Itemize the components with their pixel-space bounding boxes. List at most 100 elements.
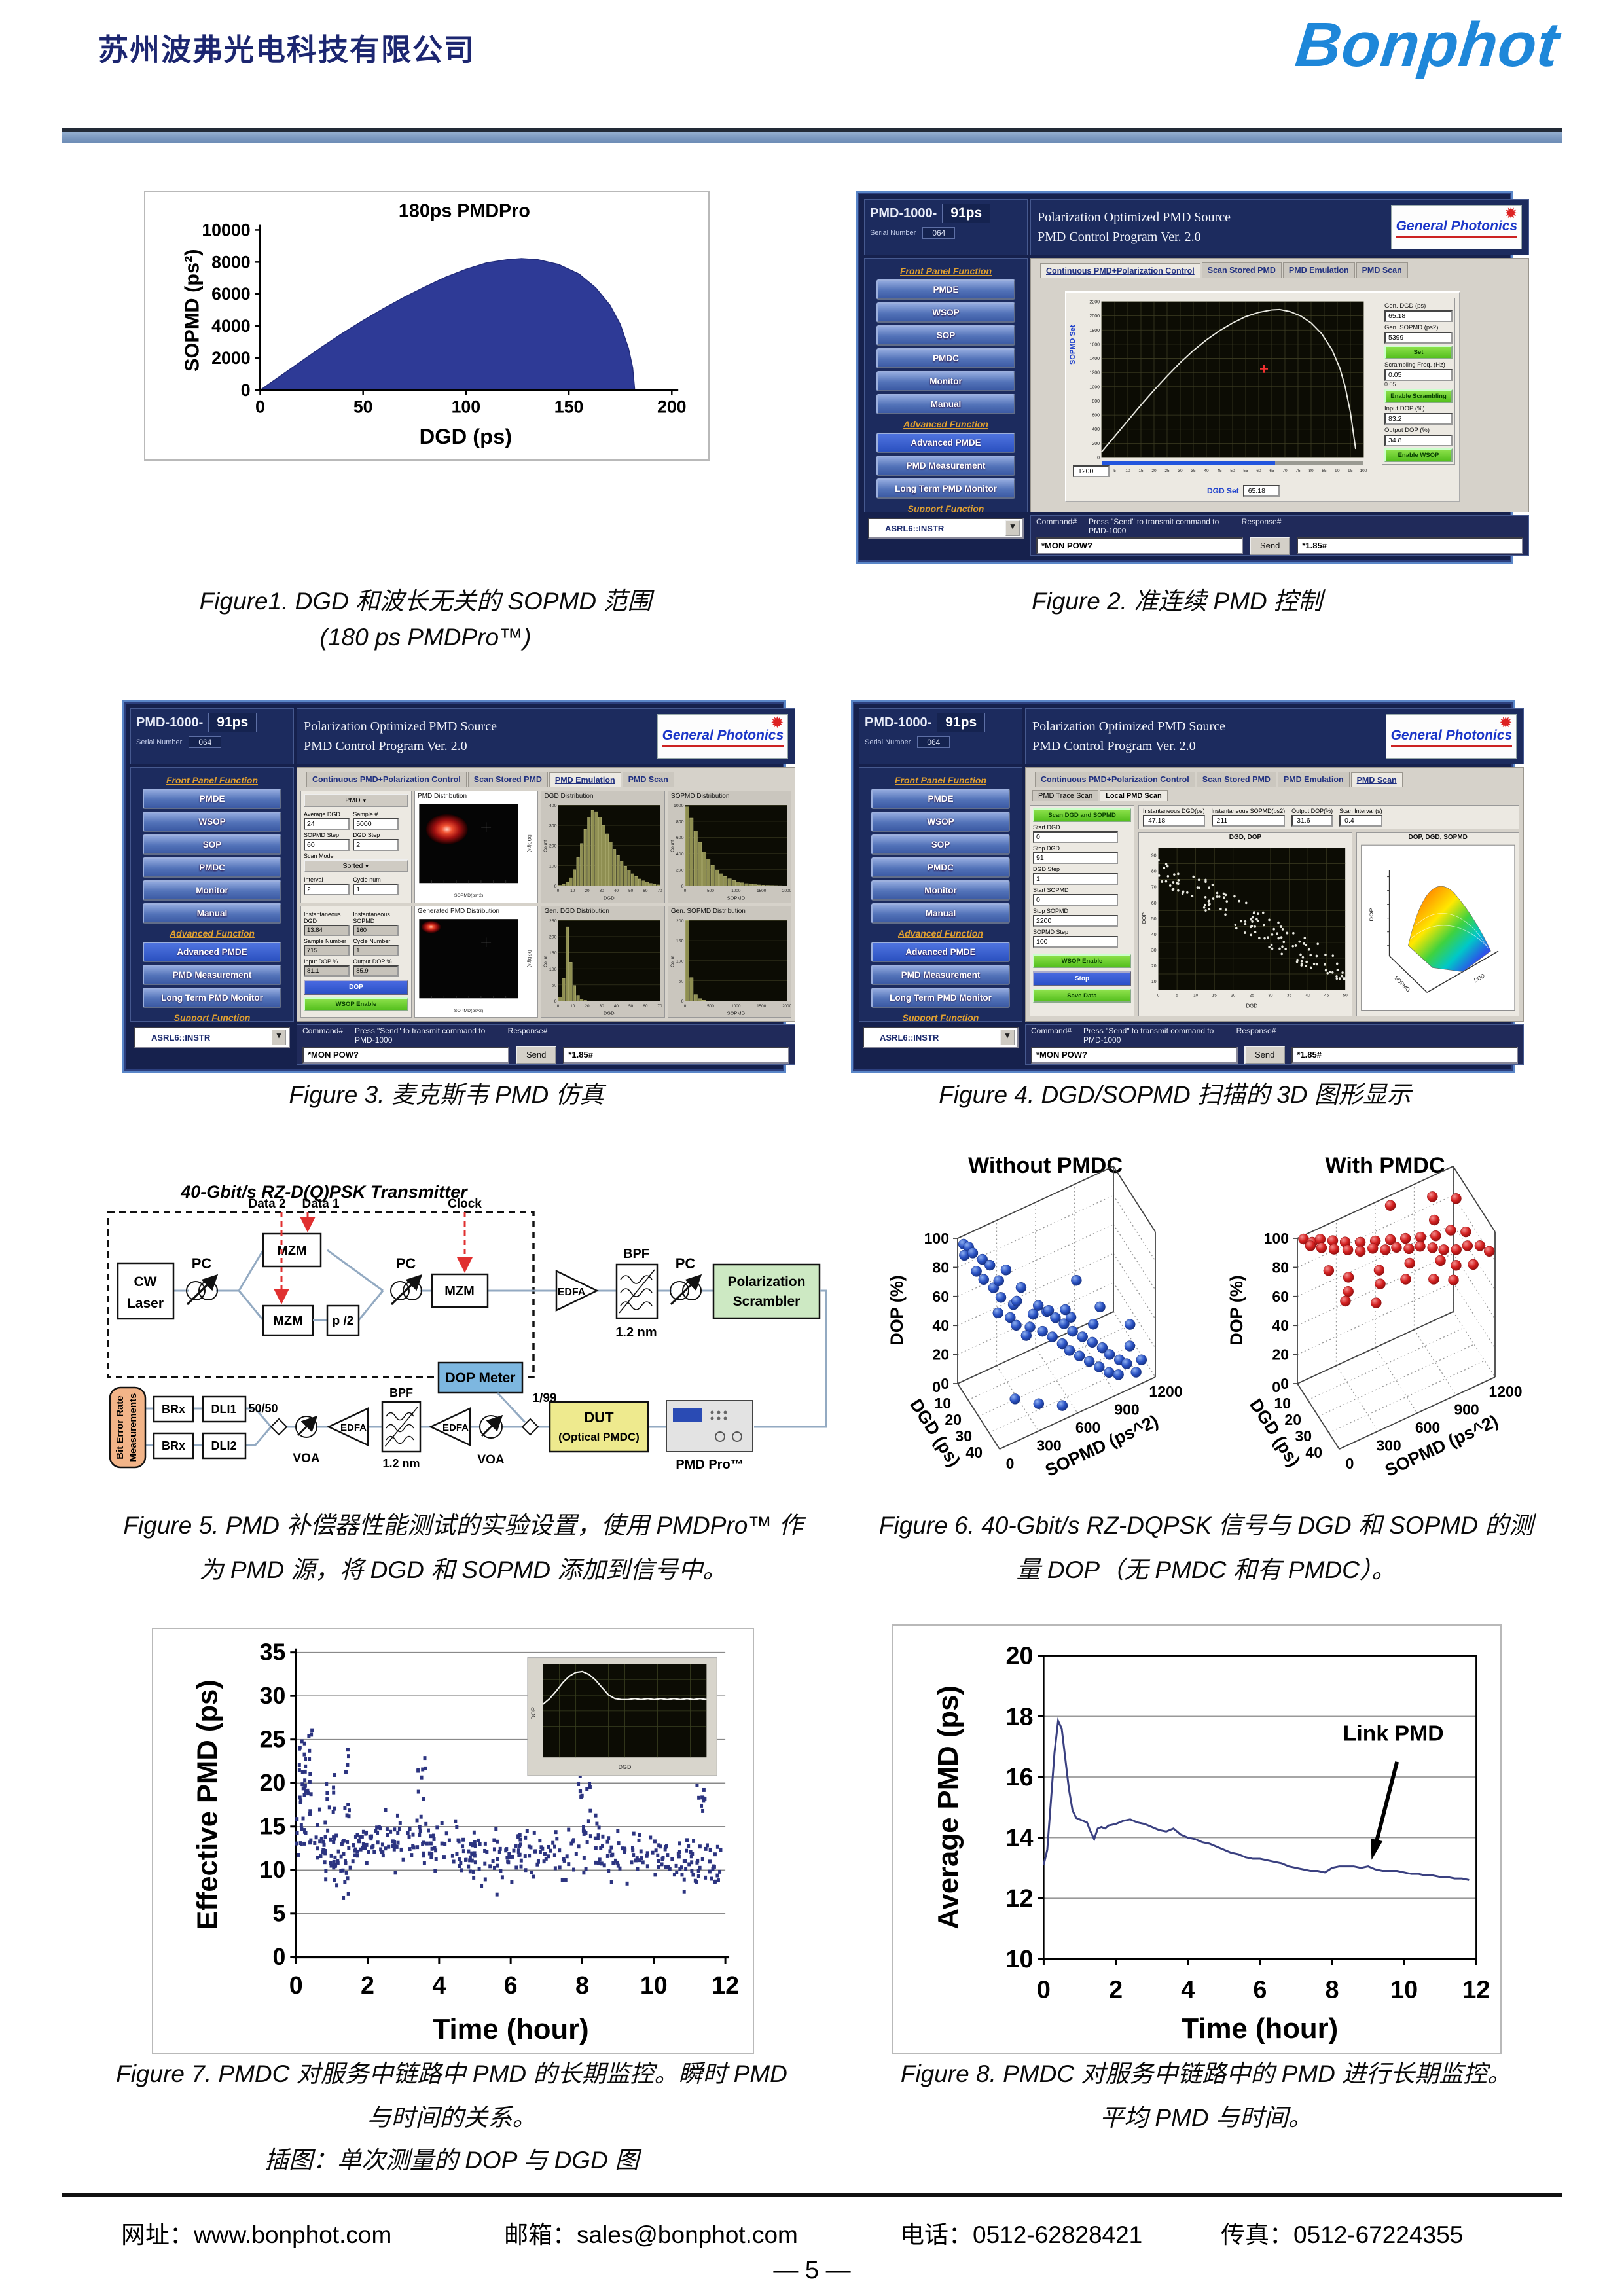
- control[interactable]: 83.2: [1384, 413, 1453, 425]
- svg-text:50: 50: [353, 397, 373, 417]
- control[interactable]: 34.8: [1384, 435, 1453, 446]
- response-field[interactable]: *1.85#: [1291, 1047, 1519, 1064]
- sidebar-button[interactable]: Long Term PMD Monitor: [876, 478, 1015, 499]
- svg-text:80: 80: [1308, 469, 1314, 473]
- subtab-bar: PMD Trace Scan Local PMD Scan: [1026, 787, 1523, 801]
- param-spin[interactable]: 2200: [1033, 915, 1118, 927]
- sidebar-button[interactable]: Manual: [876, 394, 1015, 414]
- svg-text:20: 20: [945, 1411, 962, 1428]
- field-spin[interactable]: 24: [304, 818, 350, 830]
- sidebar-button[interactable]: Long Term PMD Monitor: [143, 988, 281, 1008]
- pmd-type-dropdown[interactable]: PMD: [304, 794, 408, 807]
- sidebar-button[interactable]: SOP: [143, 834, 281, 855]
- port-select[interactable]: ASRL6::INSTR ▾: [863, 1027, 1019, 1048]
- param-spin[interactable]: 1: [1033, 873, 1118, 885]
- tab[interactable]: Continuous PMD+Polarization Control: [1040, 263, 1200, 278]
- control[interactable]: 0.05: [1384, 369, 1453, 381]
- field-spin[interactable]: 2: [304, 884, 350, 895]
- param-spin[interactable]: 91: [1033, 852, 1118, 864]
- sidebar-button[interactable]: Monitor: [143, 880, 281, 901]
- svg-text:0: 0: [289, 1971, 303, 1999]
- svg-text:12: 12: [1006, 1885, 1034, 1912]
- sidebar-button[interactable]: PMD Measurement: [871, 965, 1010, 985]
- readout-value: 47.18: [1143, 815, 1205, 827]
- scan-mode-dropdown[interactable]: Scan DGD and SOPMD: [1033, 808, 1131, 822]
- tab[interactable]: PMD Emulation: [549, 772, 621, 787]
- tab[interactable]: PMD Scan: [1350, 772, 1403, 787]
- chevron-down-icon[interactable]: ▾: [272, 1030, 286, 1045]
- sopmd-spin[interactable]: 1200: [1073, 465, 1110, 477]
- send-button[interactable]: Send: [1250, 537, 1291, 555]
- sidebar-button[interactable]: PMD Measurement: [876, 456, 1015, 476]
- field-spin[interactable]: 60: [304, 839, 350, 851]
- field-spin[interactable]: 1: [353, 884, 399, 895]
- svg-text:60: 60: [1272, 1288, 1289, 1305]
- sidebar-button[interactable]: SOP: [876, 325, 1015, 346]
- dgd-set-spin[interactable]: 65.18: [1242, 485, 1280, 497]
- sidebar-button[interactable]: PMDE: [143, 789, 281, 809]
- sidebar-section-header: Support Function: [902, 1013, 979, 1022]
- sidebar-button[interactable]: Monitor: [876, 371, 1015, 391]
- command-input[interactable]: *MON POW?: [1031, 1047, 1238, 1064]
- control[interactable]: Enable WSOP: [1384, 448, 1453, 462]
- sidebar-button[interactable]: Advanced PMDE: [876, 433, 1015, 453]
- control[interactable]: Set: [1384, 346, 1453, 359]
- scan-mode-dropdown[interactable]: Sorted: [304, 859, 408, 872]
- sidebar-button[interactable]: WSOP: [143, 812, 281, 832]
- send-button[interactable]: Send: [1244, 1046, 1286, 1064]
- tab[interactable]: PMD Scan: [622, 772, 674, 787]
- sidebar-button[interactable]: SOP: [871, 834, 1010, 855]
- tab[interactable]: Scan Stored PMD: [1201, 262, 1282, 278]
- field-spin[interactable]: 5000: [353, 818, 399, 830]
- sidebar-button[interactable]: Monitor: [871, 880, 1010, 901]
- sidebar-button[interactable]: Manual: [143, 903, 281, 924]
- wsop-enable-button[interactable]: WSOP Enable: [304, 997, 408, 1011]
- scan-button[interactable]: WSOP Enable: [1033, 954, 1131, 968]
- sidebar-button[interactable]: Long Term PMD Monitor: [871, 988, 1010, 1008]
- port-select[interactable]: ASRL6::INSTR ▾: [134, 1027, 290, 1048]
- sidebar-button[interactable]: PMDC: [143, 857, 281, 878]
- control[interactable]: 65.18: [1384, 310, 1453, 322]
- tab[interactable]: PMD Scan: [1356, 262, 1408, 278]
- sidebar-button[interactable]: PMDC: [876, 348, 1015, 368]
- control[interactable]: Enable Scrambling: [1384, 389, 1453, 403]
- tab[interactable]: PMD Emulation: [1277, 772, 1350, 787]
- param-spin[interactable]: 0: [1033, 831, 1118, 843]
- param-spin[interactable]: 0: [1033, 894, 1118, 906]
- tab[interactable]: Scan Stored PMD: [467, 772, 548, 787]
- control[interactable]: 5399: [1384, 332, 1453, 344]
- command-input[interactable]: *MON POW?: [302, 1047, 509, 1064]
- sidebar-button[interactable]: PMDC: [871, 857, 1010, 878]
- sidebar-button[interactable]: WSOP: [876, 302, 1015, 323]
- tab[interactable]: Continuous PMD+Polarization Control: [306, 772, 467, 787]
- param-spin[interactable]: 100: [1033, 936, 1118, 948]
- sidebar-button[interactable]: Advanced PMDE: [871, 942, 1010, 962]
- port-select[interactable]: ASRL6::INSTR ▾: [868, 518, 1024, 539]
- tab[interactable]: Scan Stored PMD: [1196, 772, 1276, 787]
- svg-text:60: 60: [643, 889, 649, 893]
- sidebar-button[interactable]: WSOP: [871, 812, 1010, 832]
- subtab[interactable]: PMD Trace Scan: [1032, 790, 1099, 801]
- sidebar-button[interactable]: Manual: [871, 903, 1010, 924]
- sidebar-button[interactable]: Advanced PMDE: [143, 942, 281, 962]
- svg-text:20: 20: [585, 889, 590, 893]
- panel-title: Gen. SOPMD Distribution: [670, 907, 746, 915]
- response-field[interactable]: *1.85#: [1297, 537, 1524, 554]
- chevron-down-icon[interactable]: ▾: [1005, 520, 1020, 536]
- svg-text:200: 200: [657, 397, 687, 417]
- sidebar-button[interactable]: PMDE: [871, 789, 1010, 809]
- chevron-down-icon[interactable]: ▾: [1000, 1030, 1015, 1045]
- response-field[interactable]: *1.85#: [563, 1047, 790, 1064]
- subtab[interactable]: Local PMD Scan: [1100, 790, 1168, 801]
- sidebar-button[interactable]: PMDE: [876, 279, 1015, 300]
- send-button[interactable]: Send: [516, 1046, 557, 1064]
- sidebar-button[interactable]: PMD Measurement: [143, 965, 281, 985]
- figure5-diagram: 40-Gbit/s RZ-D(Q)PSK Transmitter CW Lase…: [98, 1172, 828, 1476]
- scan-button[interactable]: Save Data: [1033, 989, 1131, 1003]
- command-input[interactable]: *MON POW?: [1036, 537, 1243, 554]
- scan-button[interactable]: Stop: [1033, 971, 1131, 986]
- dop-button[interactable]: DOP: [304, 979, 408, 995]
- field-spin[interactable]: 2: [353, 839, 399, 851]
- tab[interactable]: Continuous PMD+Polarization Control: [1035, 772, 1195, 787]
- tab[interactable]: PMD Emulation: [1282, 262, 1355, 278]
